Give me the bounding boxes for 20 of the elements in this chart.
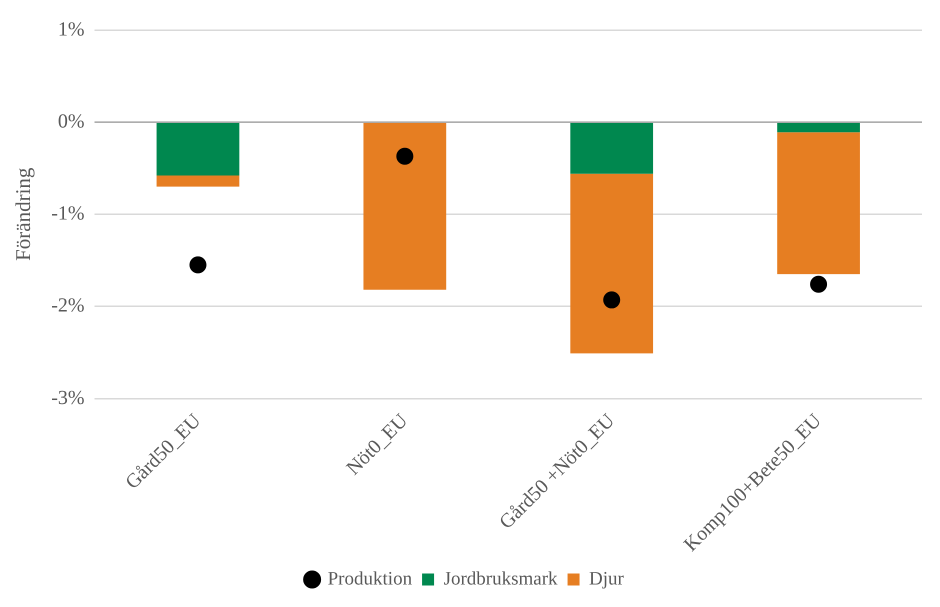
- y-axis-title: Förändring: [11, 167, 36, 261]
- y-tick-label: 0%: [58, 110, 85, 132]
- legend-label: Djur: [589, 568, 625, 590]
- bar: [570, 174, 654, 354]
- bar: [777, 122, 860, 132]
- legend-label: Jordbruksmark: [444, 568, 558, 590]
- y-tick-label: 1%: [58, 18, 85, 40]
- y-tick-label: -3%: [51, 386, 85, 409]
- point: [810, 276, 828, 293]
- bar: [570, 122, 654, 174]
- y-tick-label: -1%: [51, 202, 85, 224]
- point: [396, 148, 414, 165]
- y-tick-label: -2%: [51, 294, 85, 317]
- legend-label: Produktion: [328, 568, 413, 590]
- bar: [777, 132, 860, 274]
- bar: [156, 122, 240, 176]
- point: [189, 256, 206, 274]
- bar: [156, 176, 240, 187]
- point: [603, 291, 620, 308]
- bar: [363, 122, 446, 290]
